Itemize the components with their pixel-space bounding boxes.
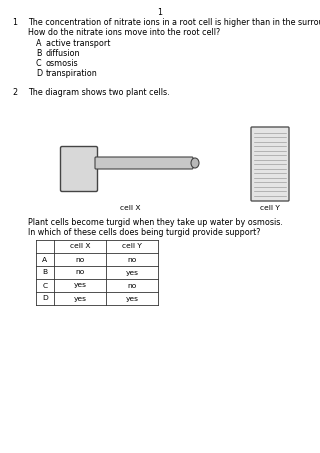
- Text: no: no: [76, 256, 84, 262]
- Text: D: D: [36, 69, 42, 78]
- FancyBboxPatch shape: [95, 157, 193, 169]
- Text: B: B: [43, 270, 48, 275]
- Text: yes: yes: [74, 295, 86, 302]
- Text: cell Y: cell Y: [260, 205, 280, 211]
- Text: cell X: cell X: [120, 205, 140, 211]
- Text: C: C: [36, 59, 42, 68]
- FancyBboxPatch shape: [60, 146, 98, 192]
- Text: yes: yes: [74, 283, 86, 289]
- Text: no: no: [127, 256, 137, 262]
- Text: How do the nitrate ions move into the root cell?: How do the nitrate ions move into the ro…: [28, 28, 220, 37]
- Text: yes: yes: [125, 295, 139, 302]
- Text: yes: yes: [125, 270, 139, 275]
- Text: A: A: [36, 39, 42, 48]
- Ellipse shape: [191, 158, 199, 168]
- Text: A: A: [43, 256, 48, 262]
- Text: 1: 1: [12, 18, 17, 27]
- Text: osmosis: osmosis: [46, 59, 79, 68]
- Text: B: B: [36, 49, 42, 58]
- Text: cell Y: cell Y: [122, 244, 142, 250]
- Text: The concentration of nitrate ions in a root cell is higher than in the surroundi: The concentration of nitrate ions in a r…: [28, 18, 320, 27]
- Text: no: no: [127, 283, 137, 289]
- FancyBboxPatch shape: [251, 127, 289, 201]
- Text: Plant cells become turgid when they take up water by osmosis.: Plant cells become turgid when they take…: [28, 218, 283, 227]
- Text: diffusion: diffusion: [46, 49, 81, 58]
- Text: active transport: active transport: [46, 39, 110, 48]
- Text: C: C: [43, 283, 48, 289]
- Text: In which of these cells does being turgid provide support?: In which of these cells does being turgi…: [28, 228, 260, 237]
- Text: transpiration: transpiration: [46, 69, 98, 78]
- Text: cell X: cell X: [70, 244, 90, 250]
- Text: 1: 1: [157, 8, 163, 17]
- Text: no: no: [76, 270, 84, 275]
- Text: 2: 2: [12, 88, 17, 97]
- Text: D: D: [42, 295, 48, 302]
- Text: The diagram shows two plant cells.: The diagram shows two plant cells.: [28, 88, 170, 97]
